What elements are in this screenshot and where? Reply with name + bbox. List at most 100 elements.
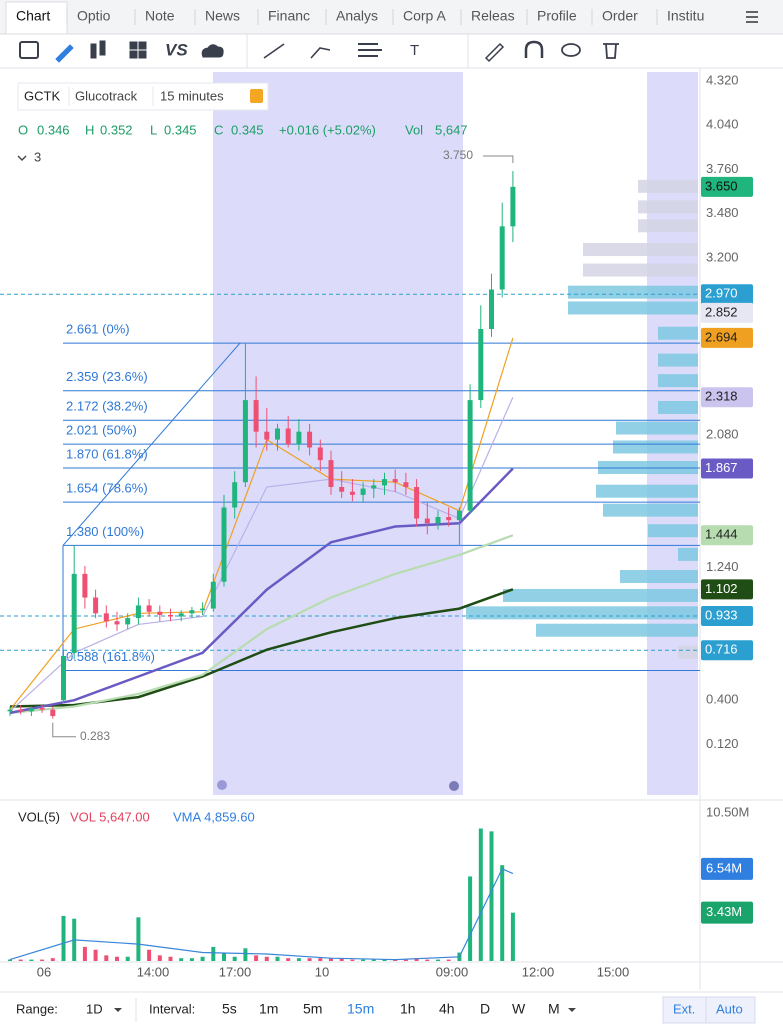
- layout-icon[interactable]: [129, 41, 147, 59]
- text-tool[interactable]: T: [410, 42, 419, 59]
- interval-option[interactable]: 1m: [259, 1001, 278, 1017]
- tab[interactable]: Institu: [667, 8, 704, 24]
- tab[interactable]: Optio: [77, 8, 111, 24]
- candle-body: [210, 581, 216, 609]
- cloud-icon[interactable]: [201, 44, 224, 58]
- volume-bar: [436, 959, 440, 961]
- eye-tool[interactable]: [561, 43, 581, 57]
- y-tick-label: 1.240: [706, 559, 739, 574]
- interval-option[interactable]: 15m: [347, 1001, 374, 1017]
- candle-body: [339, 486, 345, 492]
- pattern-tool[interactable]: [310, 47, 331, 59]
- volume-bar: [115, 956, 119, 961]
- volume-bar: [318, 958, 323, 961]
- tabs: Chart Optio Note News Financ Analys Corp A Rele…: [5, 1, 704, 35]
- magnet-tool[interactable]: [524, 40, 544, 58]
- tab[interactable]: Analys: [336, 8, 378, 24]
- price-tag: [701, 579, 753, 600]
- line-tool[interactable]: [263, 43, 285, 59]
- candle-body: [221, 507, 227, 582]
- volume-bar: [222, 952, 226, 961]
- candle-body: [392, 479, 398, 483]
- tab[interactable]: Corp A: [403, 8, 446, 24]
- candle-body: [146, 605, 152, 612]
- volume-bar: [425, 959, 430, 961]
- volume-profile-bar: [620, 570, 698, 584]
- symbol-ticker: GCTK: [24, 88, 60, 103]
- price-tag: [701, 176, 753, 197]
- symbol-box[interactable]: [17, 82, 269, 111]
- volume-profile-bar: [658, 353, 698, 367]
- candle-body: [285, 428, 291, 445]
- price-tag: [701, 458, 753, 479]
- volume-bar: [18, 959, 23, 961]
- draw-icon[interactable]: [55, 44, 74, 63]
- price-tag-label: 1.867: [705, 460, 738, 475]
- ohlc-key: L: [150, 122, 157, 137]
- tab[interactable]: News: [205, 8, 240, 24]
- symbol-flag[interactable]: [250, 89, 263, 103]
- candle-body: [467, 400, 473, 511]
- interval-option[interactable]: 5m: [303, 1001, 322, 1017]
- price-tag: [701, 525, 753, 546]
- volume-profile-bar: [466, 606, 698, 620]
- volume-tag-label: 6.54M: [706, 860, 742, 875]
- ohlc-key: Vol: [405, 122, 423, 137]
- x-tick-label: 17:00: [219, 964, 252, 979]
- price-tag: [701, 284, 753, 305]
- interval-option[interactable]: 4h: [439, 1001, 455, 1017]
- range-select[interactable]: 1D: [86, 1001, 103, 1016]
- compare-button[interactable]: VS: [165, 40, 188, 59]
- auto-button[interactable]: Auto: [716, 1001, 743, 1016]
- trash-tool[interactable]: [603, 43, 619, 59]
- ext-button[interactable]: Ext.: [673, 1001, 695, 1016]
- indicator-toggle[interactable]: [17, 155, 27, 161]
- candle-body: [7, 709, 13, 712]
- volume-profile-bar: [678, 645, 698, 659]
- tab[interactable]: Order: [602, 8, 638, 24]
- interval-option[interactable]: 1h: [400, 1001, 416, 1017]
- ohlc-key: O: [18, 122, 28, 137]
- vma-legend: VMA 4,859.60: [173, 809, 255, 824]
- tab[interactable]: Chart: [16, 8, 50, 24]
- price-tag-label: 0.716: [705, 642, 738, 657]
- x-tick-label: 09:00: [436, 964, 469, 979]
- candle-body: [510, 186, 516, 227]
- x-tick-label: 12:00: [522, 964, 555, 979]
- brush-tool[interactable]: [484, 42, 505, 63]
- volume-legend: VOL 5,647.00: [70, 809, 150, 824]
- volume-profile-bar: [638, 200, 698, 214]
- price-tag-label: 2.970: [705, 286, 738, 301]
- ohlc-key: C: [214, 122, 223, 137]
- menu-icon[interactable]: [746, 11, 758, 23]
- vma-line: [9, 868, 514, 961]
- candle-icon[interactable]: [90, 40, 106, 59]
- ohlc-value: 0.352: [100, 122, 133, 137]
- tab[interactable]: Releas: [471, 8, 515, 24]
- volume-bar: [286, 958, 291, 961]
- volume-bar: [200, 956, 205, 961]
- tab[interactable]: Note: [145, 8, 175, 24]
- price-tag-label: 1.444: [705, 527, 738, 542]
- interval-option[interactable]: W: [512, 1001, 526, 1017]
- volume-bar: [29, 959, 34, 961]
- range-caret: [114, 1008, 122, 1012]
- fib-label: 1.654 (78.6%): [66, 481, 148, 496]
- fib-label: 1.870 (61.8%): [66, 446, 148, 461]
- toolbar: VS T: [19, 34, 619, 68]
- ohlc-key: H: [85, 122, 94, 137]
- tab[interactable]: Profile: [537, 8, 577, 24]
- volume-profile-bar: [503, 588, 698, 602]
- price-tag: [701, 302, 753, 323]
- price-tag-label: 2.694: [705, 329, 738, 344]
- fib-tool[interactable]: [358, 43, 382, 57]
- y-tick-label: 2.080: [706, 426, 739, 441]
- chart-type-icon[interactable]: [19, 41, 39, 59]
- tab[interactable]: Financ: [268, 8, 310, 24]
- volume-profile-bar: [658, 326, 698, 340]
- interval-option[interactable]: D: [480, 1001, 490, 1017]
- interval-option[interactable]: M: [548, 1001, 560, 1017]
- volume-profile-bar: [648, 524, 698, 538]
- interval-option[interactable]: 5s: [222, 1001, 237, 1017]
